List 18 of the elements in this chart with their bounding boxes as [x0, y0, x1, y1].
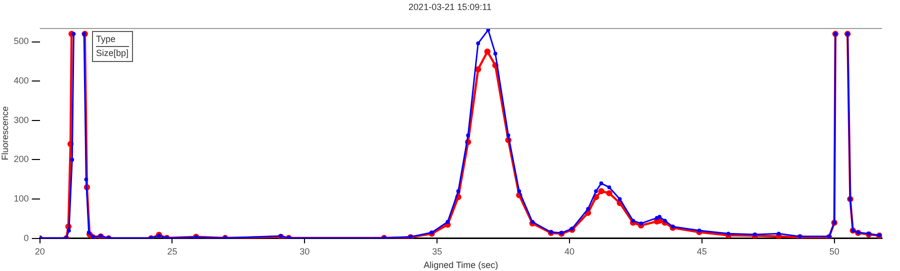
- y-tick-label: 500: [14, 36, 29, 46]
- annotation: Size[bp]: [96, 47, 129, 60]
- x-tick-label: 20: [34, 246, 45, 256]
- x-tick-label: 45: [696, 246, 707, 256]
- x-tick-label: 50: [829, 246, 840, 256]
- annotation: Type: [96, 33, 129, 47]
- y-tick-label: 400: [14, 76, 29, 86]
- chart-title: 2021-03-21 15:09:11: [408, 2, 492, 12]
- y-axis-title: Fluorescence: [0, 106, 10, 160]
- y-tick-label: 100: [14, 194, 29, 204]
- x-tick-label: 25: [167, 246, 178, 256]
- x-tick-label: 30: [300, 246, 310, 256]
- x-tick-label: 40: [564, 246, 574, 256]
- y-tick-label: 300: [14, 114, 29, 125]
- x-axis-title: Aligned Time (sec): [424, 260, 498, 270]
- y-tick-label: 0: [24, 232, 29, 243]
- x-tick-label: 35: [432, 246, 442, 256]
- y-tick-label: 200: [14, 154, 29, 164]
